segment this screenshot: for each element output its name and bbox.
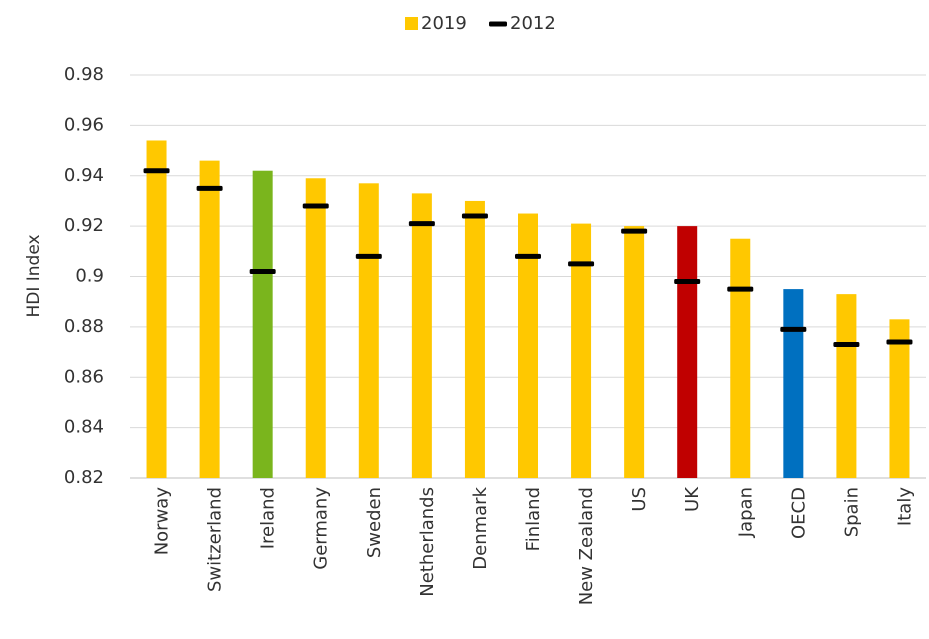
marker-2012 [886,339,913,345]
x-tick-label: Finland [523,487,544,551]
x-tick-label: Netherlands [417,487,438,597]
bar-2019 [624,226,645,478]
y-tick-label: 0.86 [64,366,104,387]
y-tick-label: 0.82 [64,467,104,488]
bar-2019 [411,193,432,478]
x-tick-label: Spain [841,487,862,537]
markers-2012 [143,168,913,348]
bar-2019 [464,200,485,478]
bar-2019 [358,183,379,478]
x-tick-label: OECD [788,487,809,539]
y-tick-label: 0.96 [64,114,104,135]
bar-2019 [677,226,698,478]
bars-2019 [146,140,910,479]
legend-label-2019: 2019 [421,13,467,34]
y-tick-label: 0.94 [64,165,104,186]
y-tick-label: 0.84 [64,417,104,438]
bar-2019 [571,223,592,478]
marker-2012 [143,168,170,174]
y-tick-labels: 0.82 0.84 0.86 0.88 0.9 0.92 0.94 0.96 0.98 [64,64,104,488]
x-tick-label: Denmark [470,486,491,569]
marker-2012 [621,228,648,234]
bar-2019 [783,289,804,478]
bar-2019 [836,294,857,478]
x-tick-label: Norway [152,487,173,556]
x-tick-label: UK [682,486,703,512]
marker-2012 [461,213,488,219]
marker-2012 [302,203,329,209]
legend-swatch-2019 [405,17,418,30]
marker-2012 [196,185,223,191]
marker-2012 [249,268,276,274]
legend-swatch-2012 [489,21,507,27]
x-tick-labels: Norway Switzerland Ireland Germany Sweden Net… [152,486,916,605]
x-tick-label: Sweden [364,487,385,558]
legend: 2019 2012 [405,13,556,34]
y-tick-label: 0.92 [64,215,104,236]
y-tick-label: 0.9 [75,266,104,287]
y-tick-label: 0.98 [64,64,104,85]
marker-2012 [674,279,701,285]
bar-2019 [305,178,326,479]
marker-2012 [833,342,860,348]
marker-2012 [780,326,807,332]
x-tick-label: US [629,487,650,512]
marker-2012 [355,253,382,259]
bar-2019 [146,140,167,479]
marker-2012 [408,221,435,227]
x-tick-label: Germany [311,487,332,570]
bar-2019 [889,319,910,478]
x-tick-label: Japan [735,487,756,538]
x-tick-label: New Zealand [576,487,597,605]
x-tick-label: Italy [894,487,915,526]
bar-2019 [518,213,538,478]
bar-2019 [252,170,273,478]
legend-label-2012: 2012 [510,13,556,34]
y-tick-label: 0.88 [64,316,104,337]
x-tick-label: Ireland [258,487,279,549]
marker-2012 [727,286,754,292]
bar-2019 [199,160,220,478]
marker-2012 [515,253,541,259]
x-tick-label: Switzerland [205,487,226,592]
bar-2019 [730,238,751,478]
marker-2012 [568,261,595,267]
y-axis-label: HDI Index [24,234,44,317]
